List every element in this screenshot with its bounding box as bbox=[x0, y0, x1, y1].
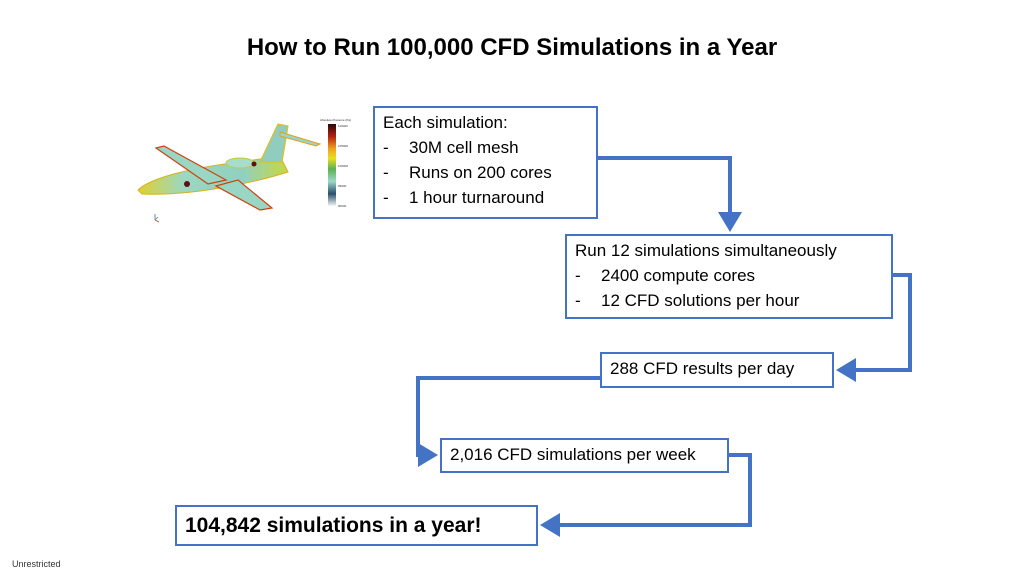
pressure-colorbar bbox=[328, 124, 336, 206]
legend-tick: 110000 bbox=[338, 124, 348, 128]
bullet-text: 1 hour turnaround bbox=[409, 188, 545, 207]
step-heading: Each simulation: bbox=[383, 113, 508, 132]
legend-tick: 90000 bbox=[338, 204, 347, 208]
legend-title: Absolute Pressure (Pa) bbox=[320, 118, 351, 122]
step-each-simulation: Each simulation: - 30M cell mesh - Runs on… bbox=[373, 106, 598, 219]
step-per-week: 2,016 CFD simulations per week bbox=[440, 438, 729, 473]
step-per-year: 104,842 simulations in a year! bbox=[175, 505, 538, 546]
axis-triad-icon bbox=[154, 214, 160, 223]
arrow-step3-to-step4 bbox=[416, 376, 600, 467]
step-heading: 2,016 CFD simulations per week bbox=[450, 445, 696, 464]
step-parallel-runs: Run 12 simulations simultaneously - 2400 … bbox=[565, 234, 893, 319]
slide-title: How to Run 100,000 CFD Simulations in a … bbox=[246, 34, 778, 61]
step-heading: Run 12 simulations simultaneously bbox=[575, 241, 837, 260]
arrow-step4-to-step5 bbox=[540, 453, 752, 537]
legend-tick: 100000 bbox=[338, 164, 348, 168]
aircraft-cfd-image: Absolute Pressure (Pa) 110000 105000 100… bbox=[137, 118, 351, 223]
arrow-step2-to-step3 bbox=[836, 273, 912, 382]
legend-tick: 95000 bbox=[338, 184, 347, 188]
bullet-marker: - bbox=[575, 291, 581, 310]
bullet-text: 2400 compute cores bbox=[601, 266, 756, 285]
step-heading: 104,842 simulations in a year! bbox=[185, 514, 482, 537]
legend-tick: 105000 bbox=[338, 144, 348, 148]
step-per-day: 288 CFD results per day bbox=[600, 352, 834, 388]
step-heading: 288 CFD results per day bbox=[610, 359, 795, 378]
arrow-step1-to-step2 bbox=[597, 156, 742, 232]
bullet-text: 12 CFD solutions per hour bbox=[601, 291, 800, 310]
bullet-marker: - bbox=[383, 138, 389, 157]
bullet-text: 30M cell mesh bbox=[409, 138, 519, 157]
bullet-marker: - bbox=[575, 266, 581, 285]
bullet-text: Runs on 200 cores bbox=[409, 163, 552, 182]
bullet-marker: - bbox=[383, 188, 389, 207]
bullet-marker: - bbox=[383, 163, 389, 182]
classification-label: Unrestricted bbox=[12, 559, 61, 569]
